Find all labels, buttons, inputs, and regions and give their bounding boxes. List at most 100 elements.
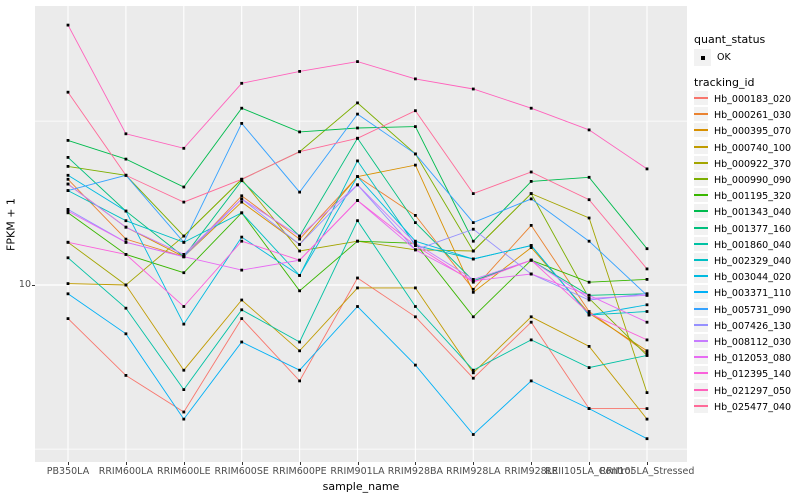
data-point [471,227,475,231]
x-tick-mark [183,462,185,465]
legend-label-ok: OK [717,52,731,63]
x-tick-mark [531,462,533,465]
data-point [298,368,301,372]
data-point [587,298,591,302]
data-point [298,130,301,134]
data-point [356,305,359,308]
data-point [645,303,649,307]
data-point [124,209,128,213]
data-point [645,167,649,171]
data-point [182,368,186,372]
data-point [414,221,417,224]
data-point [587,297,591,300]
data-point [645,267,649,271]
data-point [414,248,417,252]
data-point [298,234,301,238]
legend-line-swatch-icon [694,236,708,251]
legend-line-swatch-icon [694,220,708,235]
x-tick-mark [125,462,127,465]
data-point [587,128,591,132]
data-point [240,308,244,312]
data-point [414,152,417,156]
legend-key-ok [694,49,711,66]
data-point [587,366,591,369]
series-color-line [694,307,708,310]
series-color-line [694,161,708,164]
data-point [471,257,475,261]
data-point [124,132,128,136]
legend-item-label: Hb_001860_040 [714,239,792,251]
data-point [356,183,359,187]
legend-line-swatch-icon [694,366,708,381]
data-point [414,163,417,167]
data-point [298,237,301,241]
series-color-line [694,323,708,326]
data-point [529,315,533,319]
legend-title-quant-status: quant_status [694,33,766,46]
data-point [182,146,186,150]
data-point [66,182,70,186]
y-axis-title: FPKM + 1 [4,198,18,251]
data-point [66,23,70,27]
data-point [587,313,591,317]
legend-item-label: Hb_012395_140 [714,369,792,381]
data-point [529,246,533,249]
data-point [124,219,128,223]
data-point [240,317,244,320]
data-point [66,240,70,244]
legend-line-swatch-icon [694,285,708,300]
data-point [587,280,591,284]
legend-line-swatch-icon [694,269,708,284]
data-point [240,239,244,243]
data-point [587,310,591,313]
data-point [529,180,533,183]
series-color-line [694,178,708,180]
series-color-line [694,145,708,148]
x-tick-mark [299,462,301,465]
data-point [645,293,649,297]
data-point [471,368,475,372]
legend-line-swatch-icon [694,155,708,170]
data-point [414,305,417,308]
line-chart-canvas [35,6,687,462]
data-point [645,247,649,251]
legend-item-label: Hb_005731_090 [714,304,792,316]
legend-item-label: Hb_000261_030 [714,110,792,122]
data-point [414,315,417,319]
data-point [529,192,533,195]
legend-line-swatch-icon [694,123,708,138]
legend-item-label: Hb_003371_110 [714,288,792,300]
legend-item-label: Hb_003044_020 [714,272,792,284]
data-point [529,224,533,227]
data-point [66,208,70,211]
x-tick-label: RRIM928LE [504,466,559,477]
x-tick-mark [589,462,591,465]
data-point [587,216,591,220]
data-point [529,258,533,262]
data-point [471,221,475,224]
legend-line-swatch-icon [694,172,708,186]
data-point [356,286,359,290]
data-point [182,271,186,275]
data-point [356,239,359,243]
legend-item-label: Hb_000395_070 [714,126,792,138]
data-point [124,374,128,377]
data-point [587,407,591,410]
data-point [66,90,70,94]
data-point [356,199,359,202]
legend-item-label: Hb_000740_100 [714,142,792,154]
data-point [645,310,649,313]
legend-item-label: Hb_000183_020 [714,94,792,105]
data-point [66,211,70,215]
series-color-line [694,388,708,391]
data-point [66,317,70,320]
data-point [124,240,128,244]
x-tick-label: RRII105LA_Control [545,466,634,477]
legend-item-label: Hb_000922_370 [714,158,792,170]
data-point [471,287,475,291]
data-point [240,177,244,181]
x-tick-mark [357,462,359,465]
data-point [66,256,70,260]
data-point [471,280,475,284]
x-tick-mark [415,462,417,465]
